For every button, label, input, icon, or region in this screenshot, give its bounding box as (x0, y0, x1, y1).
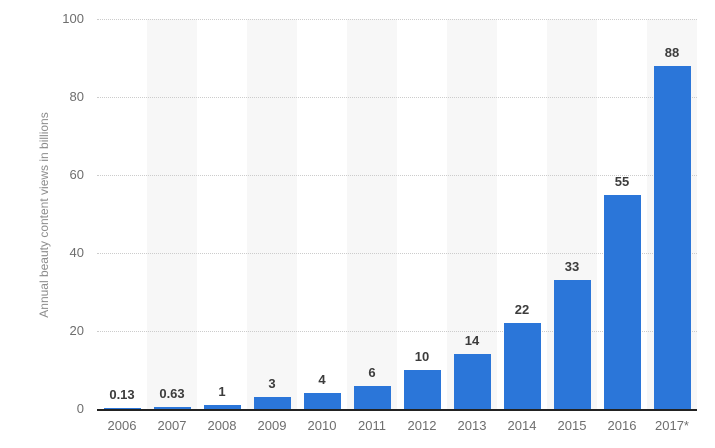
bar-value-label: 4 (318, 372, 326, 388)
y-tick-label: 80 (69, 89, 84, 104)
bar-2012[interactable] (403, 370, 441, 409)
column-stripe (247, 19, 297, 409)
x-tick-label: 2009 (257, 418, 287, 433)
gridline (97, 175, 697, 176)
y-tick-label: 20 (69, 323, 84, 338)
x-tick-label: 2007 (157, 418, 187, 433)
x-tick-label: 2016 (607, 418, 637, 433)
x-tick-label: 2008 (207, 418, 237, 433)
x-tick-label: 2011 (358, 418, 386, 433)
x-tick-label: 2015 (557, 418, 587, 433)
column-stripe (347, 19, 397, 409)
x-tick-label: 2006 (107, 418, 137, 433)
bar-value-label: 0.13 (109, 387, 135, 403)
bar-2016[interactable] (603, 194, 641, 409)
bar-value-label: 88 (664, 44, 680, 60)
gridline (97, 331, 697, 332)
gridline (97, 97, 697, 98)
x-axis-baseline (97, 409, 697, 411)
bar-value-label: 6 (368, 364, 376, 380)
bar-2011[interactable] (353, 385, 391, 409)
bar-value-label: 1 (218, 384, 226, 400)
bar-value-label: 22 (514, 302, 530, 318)
bar-2013[interactable] (453, 354, 491, 409)
bar-2010[interactable] (303, 393, 341, 409)
y-tick-label: 100 (62, 11, 84, 26)
bar-2008[interactable] (203, 405, 241, 409)
gridline (97, 19, 697, 20)
y-tick-label: 40 (69, 245, 84, 260)
column-stripe (447, 19, 497, 409)
bar-value-label: 10 (414, 349, 430, 364)
x-tick-label: 2014 (507, 418, 537, 433)
y-axis-title: Annual beauty content views in billions (37, 112, 51, 318)
bar-2017[interactable] (653, 65, 691, 409)
bar-value-label: 0.63 (159, 385, 185, 401)
x-tick-label: 2010 (307, 418, 337, 433)
x-tick-label: 2017* (655, 418, 689, 433)
bar-2007[interactable] (153, 406, 191, 409)
y-tick-label: 60 (69, 167, 84, 182)
bar-2009[interactable] (253, 397, 291, 409)
bar-value-label: 33 (564, 259, 580, 275)
bar-value-label: 55 (614, 173, 630, 189)
bar-2014[interactable] (503, 323, 541, 409)
bar-2015[interactable] (553, 280, 591, 409)
bar-value-label: 14 (464, 333, 480, 349)
x-tick-label: 2013 (457, 418, 487, 433)
column-stripe (147, 19, 197, 409)
bar-value-label: 3 (268, 376, 276, 392)
gridline (97, 253, 697, 254)
bar-2006[interactable] (103, 408, 141, 409)
y-tick-label: 0 (76, 401, 84, 416)
x-tick-label: 2012 (407, 418, 437, 433)
